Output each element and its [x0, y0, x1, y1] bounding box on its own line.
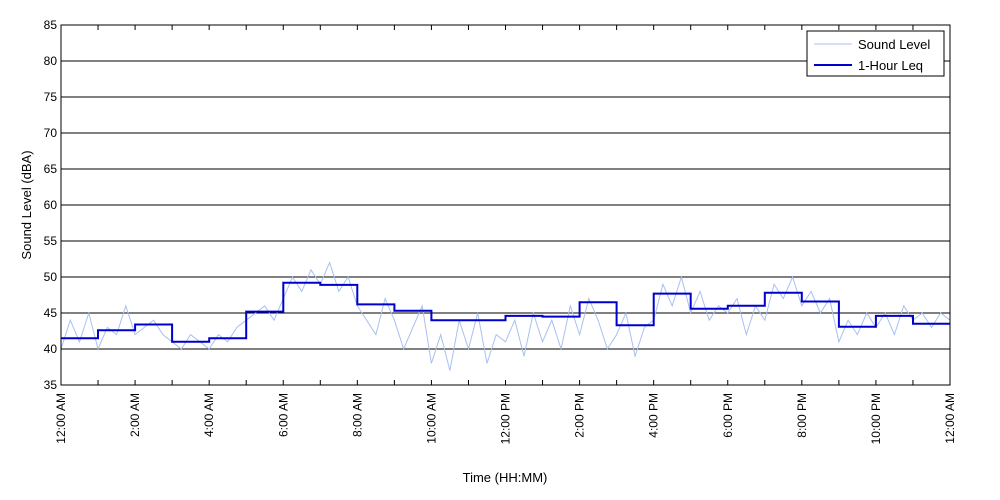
x-tick-label: 10:00 PM: [869, 393, 883, 444]
y-axis-title: Sound Level (dBA): [19, 150, 34, 259]
y-tick-label: 60: [44, 198, 58, 212]
x-axis-title: Time (HH:MM): [463, 470, 548, 485]
legend-label-leq: 1-Hour Leq: [858, 58, 923, 73]
y-tick-label: 70: [44, 126, 58, 140]
x-tick-label: 2:00 PM: [573, 393, 587, 438]
sound-level-series: [60, 261, 951, 371]
y-axis: 35 40 45 50 55 60 65 70 75 80 85: [44, 18, 950, 392]
y-tick-label: 35: [44, 378, 58, 392]
y-tick-label: 80: [44, 54, 58, 68]
x-tick-label: 6:00 AM: [276, 393, 290, 437]
x-tick-label: 12:00 AM: [943, 393, 957, 444]
x-tick-label: 8:00 PM: [795, 393, 809, 438]
y-tick-label: 85: [44, 18, 58, 32]
x-tick-label: 8:00 AM: [350, 393, 364, 437]
x-tick-label: 12:00 PM: [499, 393, 513, 444]
y-tick-label: 75: [44, 90, 58, 104]
x-tick-label: 6:00 PM: [721, 393, 735, 438]
y-tick-label: 50: [44, 270, 58, 284]
x-tick-label: 2:00 AM: [128, 393, 142, 437]
y-tick-label: 65: [44, 162, 58, 176]
legend-label-sound-level: Sound Level: [858, 37, 930, 52]
leq-series: [61, 281, 950, 343]
y-tick-label: 55: [44, 234, 58, 248]
x-tick-label: 12:00 AM: [54, 393, 68, 444]
x-tick-label: 4:00 AM: [202, 393, 216, 437]
y-tick-label: 40: [44, 342, 58, 356]
y-tick-label: 45: [44, 306, 58, 320]
x-axis: 12:00 AM 2:00 AM 4:00 AM 6:00 AM 8:00 AM 10:0…: [54, 25, 957, 444]
sound-level-line: [60, 261, 951, 371]
legend-box: [806, 30, 945, 77]
x-tick-label: 10:00 AM: [424, 393, 438, 444]
leq-step-line: [61, 281, 950, 343]
x-tick-label: 4:00 PM: [647, 393, 661, 438]
legend: Sound Level 1-Hour Leq: [806, 30, 945, 77]
